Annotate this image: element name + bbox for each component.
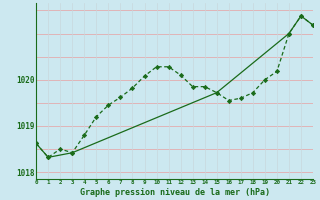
X-axis label: Graphe pression niveau de la mer (hPa): Graphe pression niveau de la mer (hPa) [80,188,269,197]
